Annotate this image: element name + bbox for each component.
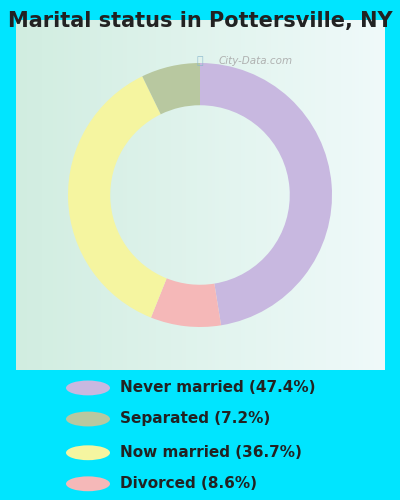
Wedge shape (200, 63, 332, 326)
Text: Now married (36.7%): Now married (36.7%) (120, 445, 302, 460)
Text: Separated (7.2%): Separated (7.2%) (120, 412, 270, 426)
Wedge shape (142, 63, 200, 114)
Text: City-Data.com: City-Data.com (218, 56, 292, 66)
Circle shape (66, 476, 110, 491)
Text: ⓘ: ⓘ (197, 56, 203, 66)
Wedge shape (68, 76, 167, 318)
Wedge shape (151, 278, 221, 327)
Text: Divorced (8.6%): Divorced (8.6%) (120, 476, 257, 492)
Circle shape (66, 446, 110, 460)
Text: Marital status in Pottersville, NY: Marital status in Pottersville, NY (8, 11, 392, 31)
Circle shape (66, 412, 110, 426)
Circle shape (66, 380, 110, 396)
Text: Never married (47.4%): Never married (47.4%) (120, 380, 316, 396)
